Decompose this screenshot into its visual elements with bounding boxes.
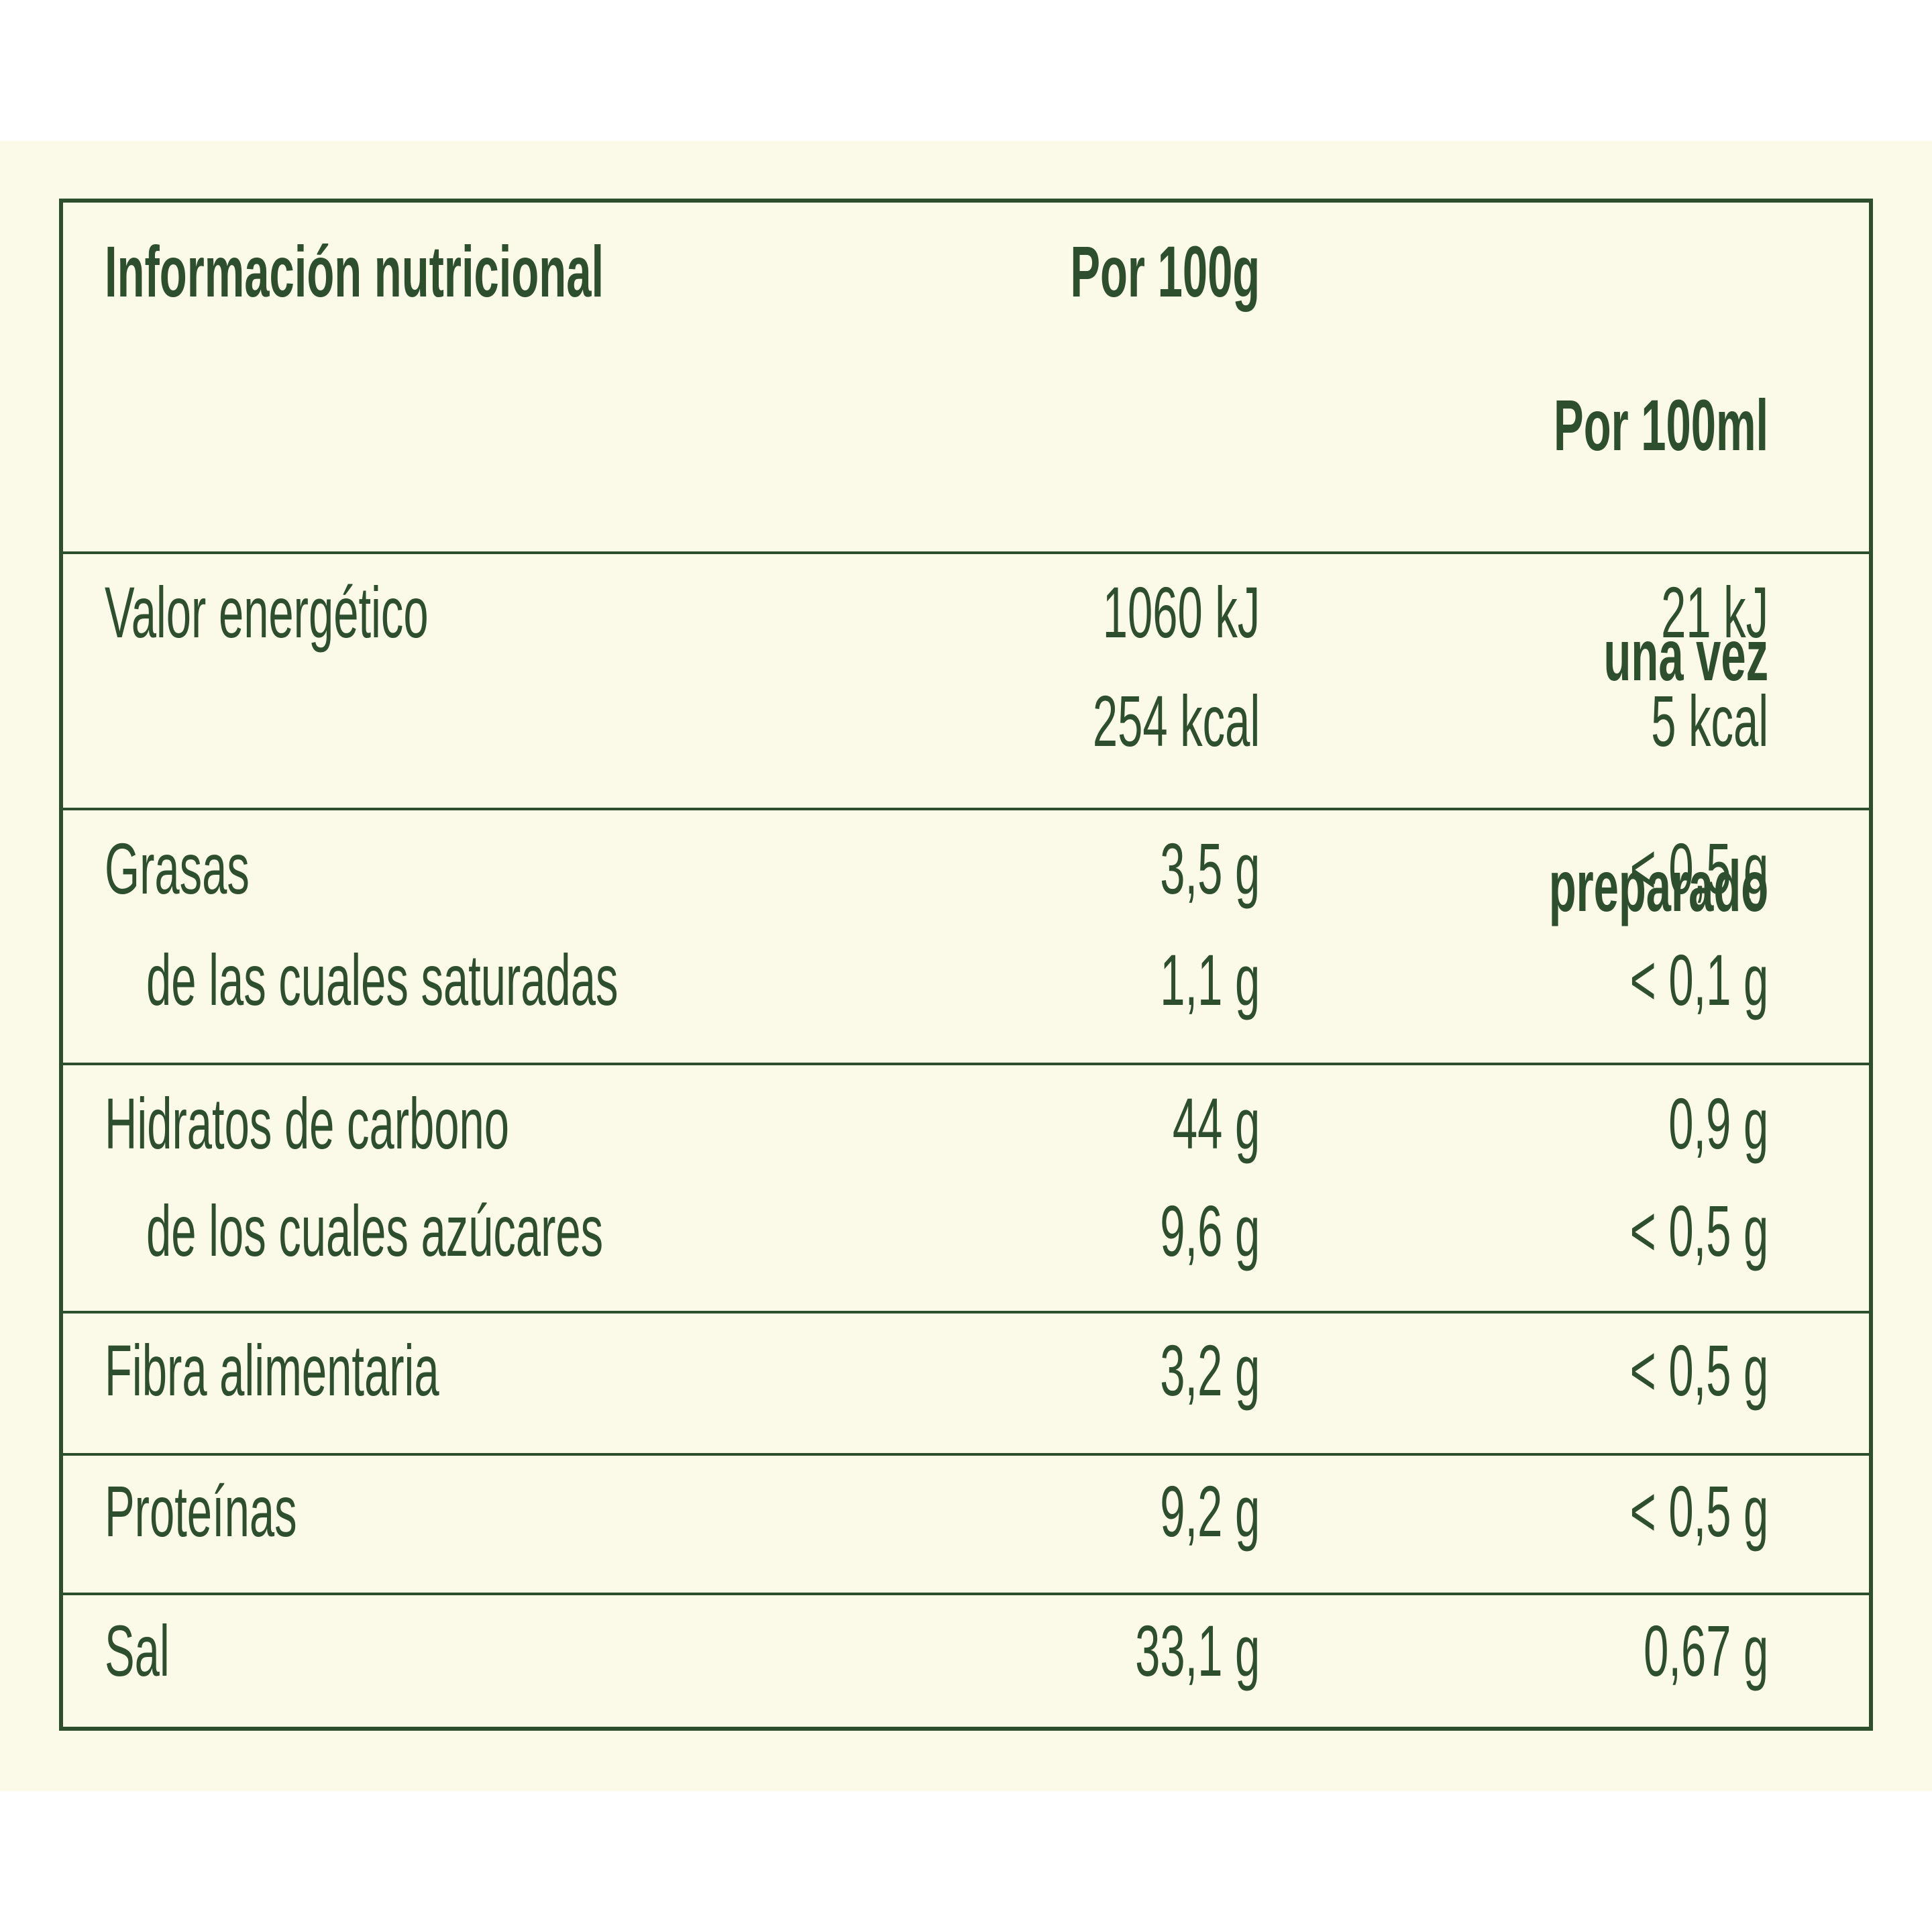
- label-background: [0, 141, 1932, 1791]
- value-per-100g: 1,1 g: [1160, 939, 1260, 1020]
- table-row-proteins: Proteínas 9,2 g < 0,5 g: [63, 1456, 1869, 1595]
- table-title: Información nutricional: [105, 231, 604, 312]
- table-row-fiber: Fibra alimentaria 3,2 g < 0,5 g: [63, 1313, 1869, 1456]
- table-header-row: Información nutricional Por 100g Por 100…: [63, 203, 1869, 924]
- nutrient-sublabel: de los cuales azúcares: [146, 1190, 604, 1271]
- value-per-100g: 3,2 g: [1160, 1330, 1260, 1411]
- table-row-energy: Valor energético 1060 kJ 21 kJ 254 kcal …: [63, 554, 1869, 810]
- value-per-100g: 33,1 g: [1134, 1610, 1260, 1691]
- nutrient-label: Fibra alimentaria: [105, 1330, 439, 1411]
- column-header-line: Por 100ml: [1553, 384, 1768, 466]
- value-per-100ml: 21 kJ: [1660, 572, 1768, 653]
- value-per-100ml: < 0,5 g: [1629, 1190, 1768, 1271]
- value-per-100ml: < 0,1 g: [1629, 939, 1768, 1020]
- table-row-salt: Sal 33,1 g 0,67 g: [63, 1595, 1869, 1727]
- table-row-fats: Grasas 3,5 g < 0,5 g de las cuales satur…: [63, 810, 1869, 1065]
- nutrient-label: Hidratos de carbono: [105, 1083, 510, 1164]
- column-header-per-100ml: Por 100ml una vez preparado: [1549, 233, 1768, 1078]
- column-header-line: una vez: [1603, 614, 1768, 696]
- nutrition-table: Información nutricional Por 100g Por 100…: [59, 199, 1873, 1731]
- value-per-100ml: < 0,5 g: [1629, 828, 1768, 909]
- value-per-100ml: 0,67 g: [1643, 1610, 1768, 1691]
- value-per-100ml: 0,9 g: [1668, 1083, 1768, 1164]
- value-per-100ml: < 0,5 g: [1629, 1470, 1768, 1552]
- nutrient-label: Valor energético: [105, 572, 429, 653]
- value-per-100g: 1060 kJ: [1102, 572, 1260, 653]
- value-per-100ml: < 0,5 g: [1629, 1330, 1768, 1411]
- column-header-per-100g: Por 100g: [1070, 231, 1260, 312]
- value-per-100g: 9,6 g: [1160, 1190, 1260, 1271]
- nutrient-sublabel: de las cuales saturadas: [146, 939, 619, 1020]
- value-per-100ml: 5 kcal: [1651, 680, 1768, 761]
- nutrient-label: Sal: [105, 1610, 170, 1691]
- value-per-100g: 9,2 g: [1160, 1470, 1260, 1552]
- value-per-100g: 3,5 g: [1160, 828, 1260, 909]
- value-per-100g: 254 kcal: [1092, 680, 1260, 761]
- table-row-carbohydrates: Hidratos de carbono 44 g 0,9 g de los cu…: [63, 1065, 1869, 1313]
- value-per-100g: 44 g: [1172, 1083, 1260, 1164]
- nutrient-label: Proteínas: [105, 1470, 297, 1552]
- nutrient-label: Grasas: [105, 828, 250, 909]
- column-header-line: preparado: [1548, 845, 1768, 926]
